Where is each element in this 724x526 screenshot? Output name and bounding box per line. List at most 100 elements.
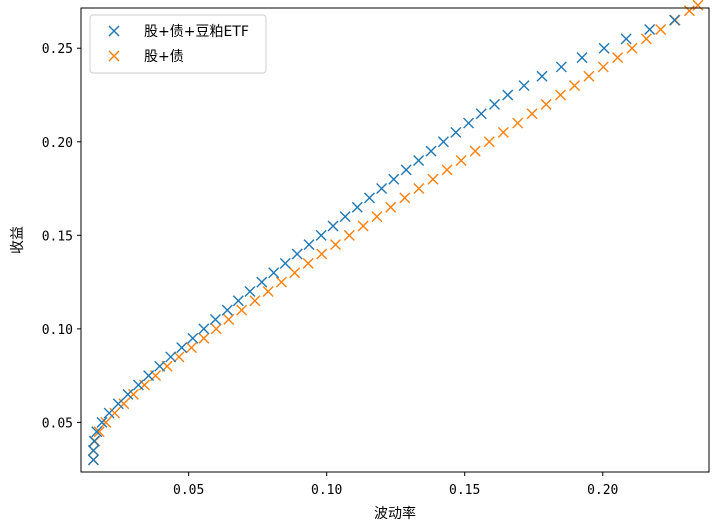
data-point [118, 398, 130, 410]
data-point [385, 201, 397, 213]
data-point [154, 360, 166, 372]
y-axis-label: 收益 [10, 226, 26, 254]
data-point [185, 342, 197, 354]
y-tick-label: 0.25 [42, 42, 73, 57]
data-point [176, 342, 188, 354]
plot-area-frame [80, 7, 710, 473]
data-point [198, 323, 210, 335]
x-tick-label: 0.05 [173, 483, 204, 498]
data-point [363, 192, 375, 204]
data-point [502, 89, 514, 101]
data-point [526, 108, 538, 120]
data-point [303, 239, 315, 251]
data-point [339, 211, 351, 223]
y-tick-label: 0.10 [42, 323, 73, 338]
data-point [437, 136, 449, 148]
data-point [489, 98, 501, 110]
data-point [399, 192, 411, 204]
data-point [268, 267, 280, 279]
data-point [93, 426, 105, 438]
data-point [683, 5, 695, 17]
data-point [244, 285, 256, 297]
legend-marker [108, 25, 120, 37]
data-point [232, 295, 244, 307]
data-point [413, 154, 425, 166]
data-point [425, 145, 437, 157]
x-tick-label: 0.15 [449, 483, 480, 498]
data-point [315, 229, 327, 241]
axes: 0.05 0.10 0.15 0.20 0.05 0.10 0.15 0.20 0.25 [42, 42, 619, 498]
data-point [597, 61, 609, 73]
data-point [540, 98, 552, 110]
legend-marker [108, 50, 120, 62]
data-point [132, 379, 144, 391]
data-point [88, 435, 100, 447]
data-point [109, 407, 121, 419]
data-point [371, 211, 383, 223]
data-point [173, 351, 185, 363]
legend-label: 股+债+豆粕ETF [144, 24, 249, 40]
data-point [644, 24, 656, 36]
data-point [289, 267, 301, 279]
data-point [463, 117, 475, 129]
data-point [427, 173, 439, 185]
data-point [236, 304, 248, 316]
plot-marks [87, 0, 704, 466]
data-point [221, 304, 233, 316]
data-point [569, 80, 581, 92]
data-point [626, 42, 638, 54]
data-point [127, 388, 139, 400]
data-point [223, 314, 235, 326]
data-point [302, 257, 314, 269]
data-point [583, 70, 595, 82]
data-point [87, 454, 99, 466]
data-point [475, 108, 487, 120]
data-point [96, 416, 108, 428]
data-point [327, 220, 339, 232]
data-point [536, 70, 548, 82]
data-point [576, 52, 588, 64]
data-point [210, 323, 222, 335]
data-point [518, 80, 530, 92]
data-point [87, 444, 99, 456]
data-point [100, 416, 112, 428]
data-point [357, 220, 369, 232]
data-point [330, 239, 342, 251]
data-point [165, 351, 177, 363]
legend: 股+债+豆粕ETF 股+债 [89, 14, 267, 74]
legend-label: 股+债 [144, 49, 184, 65]
data-point [249, 295, 261, 307]
data-point [262, 285, 274, 297]
data-point [279, 257, 291, 269]
data-point [122, 388, 134, 400]
data-point [640, 33, 652, 45]
data-point [620, 33, 632, 45]
x-tick-label: 0.20 [587, 483, 618, 498]
data-point [187, 332, 199, 344]
data-point [497, 126, 509, 138]
data-point [351, 201, 363, 213]
data-point [91, 426, 103, 438]
data-point [554, 89, 566, 101]
x-axis-label: 波动率 [374, 505, 416, 522]
data-point [376, 183, 388, 195]
data-point [655, 24, 667, 36]
data-point [469, 145, 481, 157]
data-point [275, 276, 287, 288]
y-tick-label: 0.05 [42, 416, 73, 431]
data-point [198, 332, 210, 344]
legend-box [89, 14, 267, 74]
data-point [598, 42, 610, 54]
data-point [103, 407, 115, 419]
data-point [692, 0, 704, 11]
data-point [512, 117, 524, 129]
x-tick-label: 0.10 [311, 483, 342, 498]
data-point [441, 164, 453, 176]
data-point [668, 14, 680, 26]
data-point [450, 126, 462, 138]
y-tick-label: 0.15 [42, 229, 73, 244]
data-point [612, 52, 624, 64]
data-point [455, 154, 467, 166]
data-point [343, 229, 355, 241]
data-point [400, 164, 412, 176]
